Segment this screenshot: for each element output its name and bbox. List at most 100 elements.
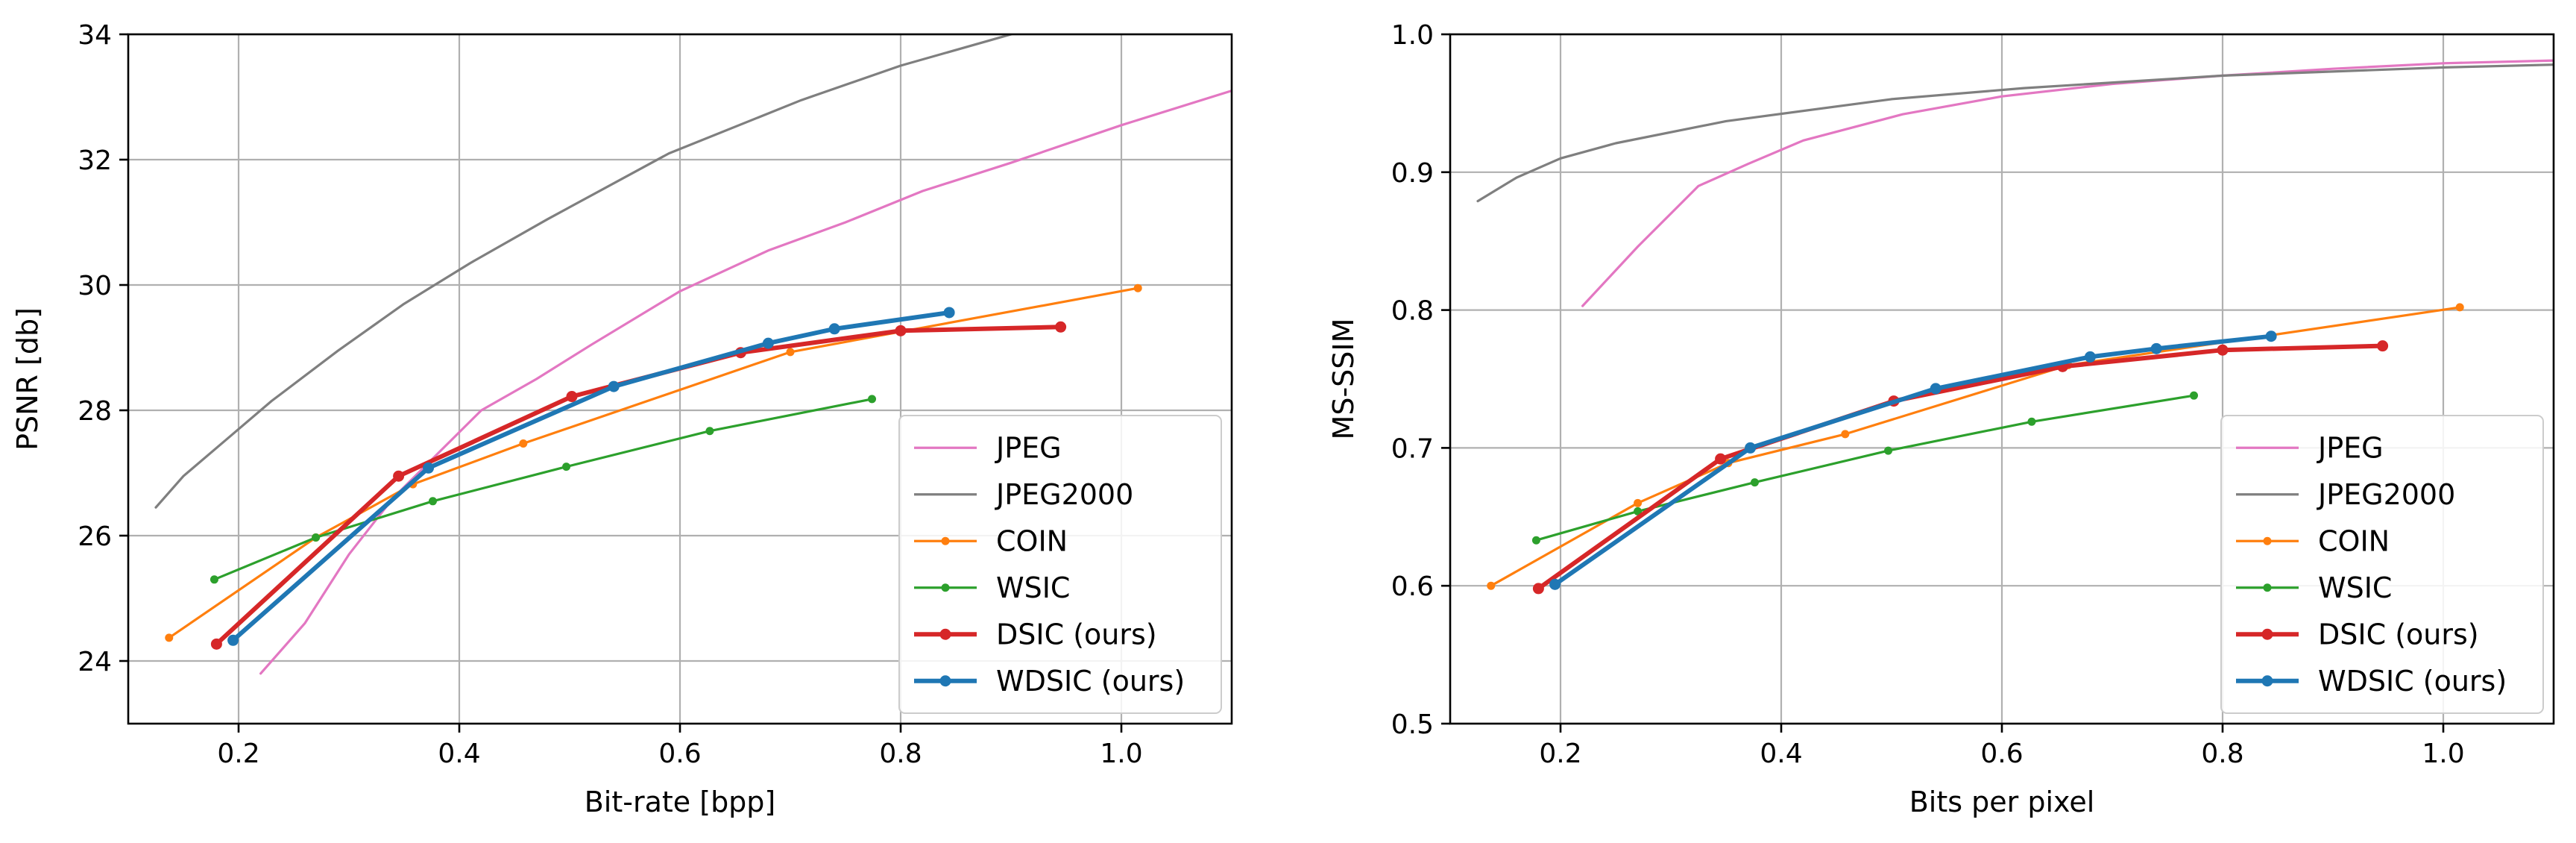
legend-item-wdsic-ours: WDSIC (ours): [2236, 665, 2507, 698]
legend-label: JPEG2000: [2317, 478, 2455, 511]
series-line-wsic: [212, 398, 874, 581]
data-point: [895, 325, 907, 336]
data-point: [943, 307, 955, 319]
series-jpeg2000: [154, 34, 1015, 509]
legend-item-dsic-ours: DSIC (ours): [914, 618, 1157, 651]
x-tick-label: 0.2: [1539, 739, 1581, 769]
y-tick-label: 32: [78, 145, 112, 176]
legend-item-jpeg: JPEG: [914, 431, 1062, 464]
x-axis-label: Bits per pixel: [1909, 786, 2095, 818]
legend: JPEG JPEG2000 COIN WSIC DSIC (ours) WDSIC (ou…: [898, 415, 1222, 714]
y-tick-label: 0.6: [1391, 571, 1434, 602]
series-wsic: [1531, 391, 2199, 545]
data-point: [1133, 283, 1142, 292]
series-wdsic-ours: [227, 307, 955, 646]
x-tick-label: 0.6: [658, 739, 701, 769]
y-tick-label: 28: [78, 396, 112, 427]
data-point: [2027, 417, 2036, 426]
y-tick-label: 30: [78, 271, 112, 301]
legend-item-jpeg: JPEG: [2236, 431, 2384, 464]
legend-box: [898, 415, 1222, 714]
y-tick-label: 0.7: [1391, 433, 1434, 464]
data-point: [566, 391, 578, 403]
series-line-jpeg: [259, 89, 1232, 675]
legend-label: JPEG: [2317, 431, 2384, 464]
data-point: [1634, 498, 1643, 507]
x-tick-label: 1.0: [2422, 739, 2464, 769]
data-point: [2217, 344, 2229, 356]
data-point: [2150, 342, 2162, 354]
y-axis-label: PSNR [db]: [11, 307, 44, 451]
legend-label: JPEG2000: [995, 478, 1133, 511]
legend-label: WSIC: [2318, 571, 2392, 604]
series-line-dsic-ours: [1536, 343, 2385, 591]
data-point: [608, 380, 620, 392]
data-point: [1841, 430, 1850, 439]
data-point: [312, 533, 321, 542]
legend-label: COIN: [2318, 524, 2390, 557]
series-line-coin: [1490, 306, 2461, 587]
data-point: [423, 462, 435, 474]
x-tick-label: 0.8: [879, 739, 922, 769]
data-point: [210, 575, 218, 584]
data-point: [786, 348, 795, 357]
data-point: [2455, 303, 2464, 312]
data-point: [428, 497, 437, 506]
data-point: [1549, 578, 1561, 590]
legend-marker: [2261, 675, 2273, 687]
legend-item-wdsic-ours: WDSIC (ours): [914, 665, 1185, 698]
data-point: [165, 633, 174, 642]
legend-label: DSIC (ours): [2318, 618, 2479, 651]
data-point: [828, 323, 840, 335]
legend-label: WDSIC (ours): [996, 665, 1185, 698]
data-point: [227, 634, 239, 646]
series-line-wdsic-ours: [1552, 333, 2274, 587]
data-point: [2084, 351, 2096, 363]
data-point: [1055, 321, 1067, 333]
series-line-wsic: [1534, 394, 2196, 542]
series-wsic: [210, 395, 877, 584]
x-tick-label: 0.6: [1980, 739, 2023, 769]
plot-area: [1476, 59, 2554, 595]
y-tick-label: 1.0: [1391, 20, 1434, 51]
data-point: [519, 439, 528, 448]
y-tick-label: 24: [78, 647, 112, 677]
plot-area: [154, 34, 1232, 675]
data-point: [1532, 583, 1544, 595]
legend-label: WDSIC (ours): [2318, 665, 2507, 698]
data-point: [2377, 340, 2389, 352]
y-tick-label: 0.8: [1391, 296, 1434, 327]
data-point: [393, 470, 405, 482]
data-point: [1750, 478, 1759, 487]
x-tick-label: 0.2: [217, 739, 259, 769]
data-point: [1634, 507, 1643, 515]
series-line-coin: [168, 286, 1139, 639]
legend-item-coin: COIN: [2236, 524, 2390, 557]
legend-marker: [941, 536, 950, 545]
series-line-jpeg2000: [1476, 63, 2554, 203]
legend-label: DSIC (ours): [996, 618, 1157, 651]
legend-item-dsic-ours: DSIC (ours): [2236, 618, 2479, 651]
x-tick-label: 1.0: [1100, 739, 1142, 769]
data-point: [1531, 536, 1540, 545]
y-tick-label: 0.5: [1391, 709, 1434, 740]
data-point: [1930, 383, 1942, 395]
legend: JPEG JPEG2000 COIN WSIC DSIC (ours) WDSIC (ou…: [2220, 415, 2544, 714]
data-point: [562, 463, 571, 471]
legend-item-wsic: WSIC: [914, 571, 1070, 604]
legend-item-coin: COIN: [914, 524, 1068, 557]
series-line-wdsic-ours: [230, 310, 952, 643]
data-point: [705, 427, 714, 436]
legend-item-jpeg2000: JPEG2000: [914, 478, 1133, 511]
legend-marker: [939, 675, 951, 687]
x-tick-label: 0.4: [438, 739, 480, 769]
legend-marker: [2263, 536, 2272, 545]
series-jpeg: [259, 89, 1232, 675]
data-point: [2190, 391, 2199, 400]
data-point: [2265, 330, 2277, 342]
x-tick-label: 0.4: [1760, 739, 1802, 769]
legend-marker: [2263, 583, 2272, 592]
legend-marker: [939, 628, 951, 640]
data-point: [1884, 446, 1893, 455]
